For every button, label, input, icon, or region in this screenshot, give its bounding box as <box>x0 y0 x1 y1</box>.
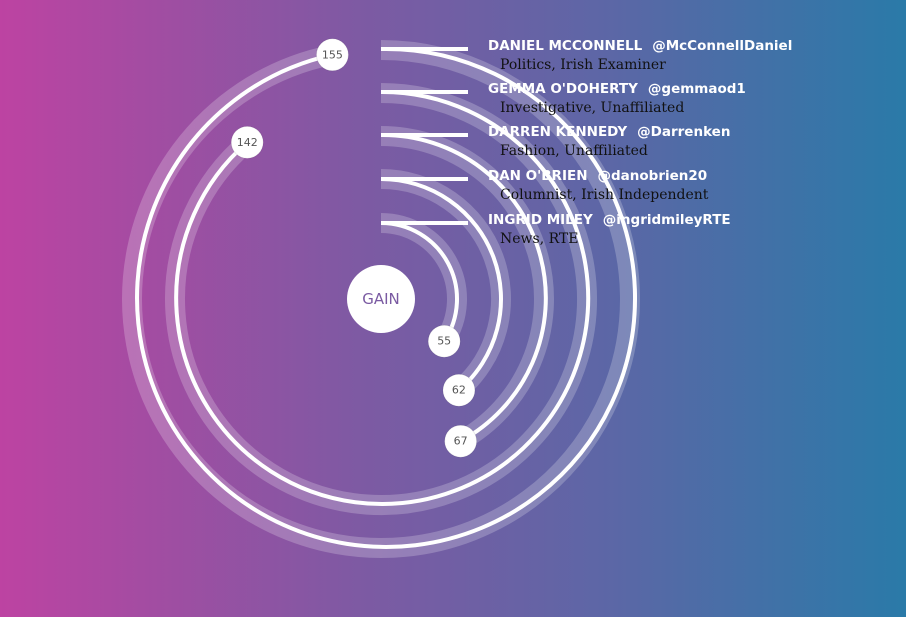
legend-item: INGRID MILEY @ingridmileyRTE News, RTE <box>488 212 898 247</box>
person-subtitle: News, RTE <box>500 231 579 247</box>
person-name: GEMMA O'DOHERTY <box>488 81 638 97</box>
person-subtitle: Investigative, Unaffiliated <box>500 100 685 116</box>
legend-item: DAN O'BRIEN @danobrien20 Columnist, Irish… <box>488 168 898 203</box>
twitter-handle[interactable]: @ingridmileyRTE <box>602 212 731 228</box>
ring-lines <box>135 46 637 549</box>
person-subtitle: Fashion, Unaffiliated <box>500 143 648 159</box>
bubble-value: 62 <box>452 384 466 397</box>
person-name: INGRID MILEY <box>488 212 593 228</box>
twitter-handle[interactable]: @danobrien20 <box>597 168 708 184</box>
bubble-circle <box>427 324 461 358</box>
value-bubble: 55 <box>427 324 461 358</box>
person-subtitle: Columnist, Irish Independent <box>500 187 709 203</box>
value-bubble: 67 <box>444 424 478 458</box>
legend-item: GEMMA O'DOHERTY @gemmaod1 Investigative, … <box>488 81 898 116</box>
bubble-value: 55 <box>437 335 451 348</box>
person-name: DAN O'BRIEN <box>488 168 588 184</box>
person-name: DARREN KENNEDY <box>488 124 628 140</box>
value-bubbles: 155 142 67 62 55 <box>230 38 478 458</box>
twitter-handle[interactable]: @McConnellDaniel <box>652 38 793 54</box>
center-circle <box>347 265 415 333</box>
bubble-value: 142 <box>237 136 258 149</box>
bubble-value: 155 <box>322 48 343 61</box>
person-subtitle: Politics, Irish Examiner <box>500 57 666 73</box>
ring-line <box>135 46 637 549</box>
ring-line <box>174 89 591 506</box>
bubble-circle <box>444 424 478 458</box>
bubble-circle <box>315 38 349 72</box>
twitter-handle[interactable]: @gemmaod1 <box>647 81 746 97</box>
ring-line <box>380 177 503 392</box>
bubble-value: 67 <box>454 435 468 448</box>
center-label: GAIN <box>362 290 400 308</box>
bubble-circle <box>230 125 264 159</box>
bubble-circle <box>442 373 476 407</box>
ring-line <box>380 221 468 343</box>
value-bubble: 155 <box>315 38 349 72</box>
value-bubble: 142 <box>230 125 264 159</box>
person-name: DANIEL MCCONNELL <box>488 38 643 54</box>
value-bubble: 62 <box>442 373 476 407</box>
ring-line <box>380 132 548 443</box>
twitter-handle[interactable]: @Darrenken <box>637 124 731 140</box>
legend-item: DARREN KENNEDY @Darrenken Fashion, Unaffi… <box>488 124 898 159</box>
legend-item: DANIEL MCCONNELL @McConnellDaniel Politic… <box>488 38 898 73</box>
